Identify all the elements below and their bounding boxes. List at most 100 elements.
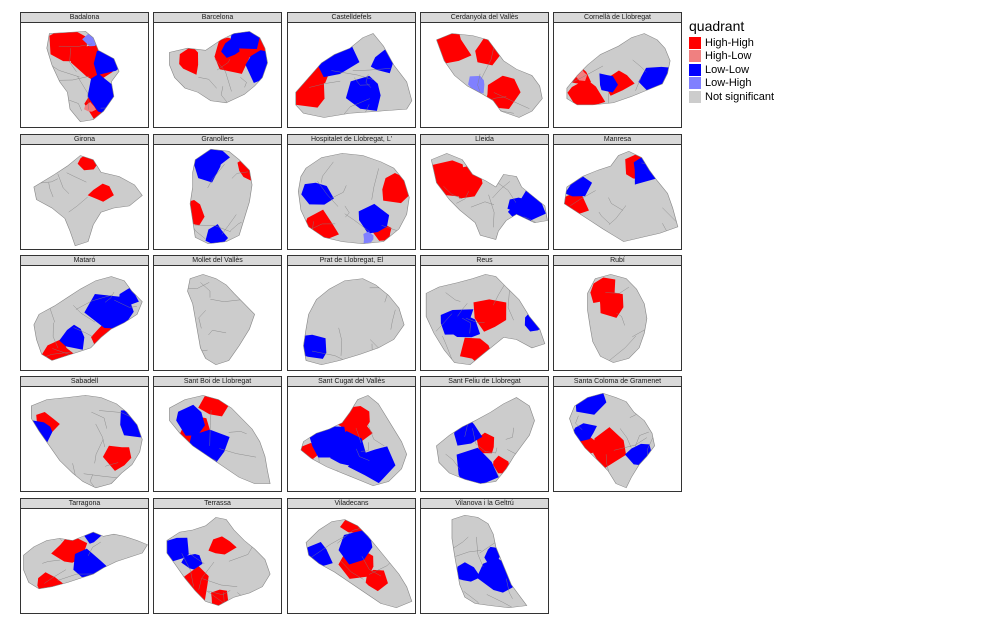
tract-boundary — [355, 427, 362, 443]
tract-boundary — [465, 318, 485, 323]
tract-boundary — [445, 292, 461, 302]
municipality-map — [30, 395, 143, 489]
legend: quadrant High-High High-Low Low-Low Low-… — [689, 18, 774, 104]
municipality-map — [295, 33, 413, 118]
municipality-map — [425, 274, 546, 365]
tract-boundary — [476, 536, 484, 568]
facet-panel-santa-coloma-de-gramenet: Santa Coloma de Gramenet — [553, 376, 682, 492]
tract-boundary — [89, 474, 98, 488]
quadrant-region-low-low — [230, 31, 263, 50]
tract-boundary — [66, 98, 82, 112]
tract-boundary — [340, 560, 364, 580]
legend-key-low-high — [689, 77, 701, 90]
tract-boundary — [68, 196, 88, 213]
tract-boundary — [234, 407, 253, 411]
tract-boundary — [55, 76, 90, 81]
municipality-outline — [23, 531, 148, 590]
facet-strip-label: Castelldefels — [287, 12, 416, 23]
tract-boundary — [608, 205, 627, 225]
quadrant-region-low-low — [205, 224, 229, 244]
map-plot-area — [153, 145, 282, 250]
municipality-outline — [436, 397, 535, 484]
map-plot-area — [20, 145, 149, 250]
facet-strip-label: Badalona — [20, 12, 149, 23]
municipality-map — [436, 33, 543, 118]
map-plot-area — [420, 266, 549, 371]
quadrant-region-low-low — [456, 447, 499, 484]
tract-boundary — [73, 305, 96, 323]
municipality-outline — [187, 274, 255, 365]
facet-strip-label: Lleida — [420, 134, 549, 145]
tract-boundary — [454, 105, 490, 118]
tract-boundary — [200, 282, 211, 298]
quadrant-region-high-high — [599, 292, 624, 318]
municipality-outline — [33, 155, 143, 247]
facet-strip-label: Granollers — [153, 134, 282, 145]
municipality-boundary — [303, 278, 405, 365]
tract-boundary — [75, 294, 113, 310]
tract-boundary — [488, 194, 495, 228]
quadrant-region-low-low — [599, 73, 618, 93]
quadrant-region-high-high — [211, 589, 229, 606]
quadrant-region-low-low — [358, 203, 390, 234]
facet-panel-viladecans: Viladecans — [287, 498, 416, 614]
tract-boundary — [493, 282, 506, 306]
tract-boundary — [216, 58, 231, 71]
tract-boundary — [126, 169, 129, 181]
municipality-outline — [33, 276, 143, 361]
quadrant-region-high-high — [179, 46, 199, 75]
tract-boundary — [462, 318, 471, 334]
tract-boundary — [256, 227, 266, 234]
map-plot-area — [287, 23, 416, 128]
facet-panel-barcelona: Barcelona — [153, 12, 282, 128]
quadrant-region-low-low — [338, 528, 373, 565]
tract-boundary — [598, 211, 611, 224]
tract-boundary — [208, 590, 231, 595]
legend-item-high-high: High-High — [689, 36, 774, 50]
tract-boundary — [613, 437, 648, 451]
quadrant-region-high-high — [431, 160, 465, 197]
municipality-map — [33, 276, 143, 361]
tract-boundary — [44, 569, 67, 584]
tract-boundary — [95, 423, 105, 448]
quadrant-region-low-low — [93, 50, 120, 76]
facet-strip-label: Cerdanyola del Vallès — [420, 12, 549, 23]
tract-boundary — [181, 553, 194, 587]
tract-boundary — [470, 201, 495, 208]
tract-boundary — [105, 462, 119, 467]
tract-boundary — [505, 427, 514, 440]
tract-boundary — [331, 70, 374, 80]
legend-label: High-High — [705, 36, 754, 49]
quadrant-region-low-low — [301, 182, 334, 205]
tract-boundary — [66, 172, 87, 183]
municipality-map — [46, 31, 120, 122]
map-plot-area — [153, 23, 282, 128]
facet-strip-label: Rubí — [553, 255, 682, 266]
map-plot-area — [153, 387, 282, 492]
facet-panel-sant-feliu-de-llobregat: Sant Feliu de Llobregat — [420, 376, 549, 492]
legend-item-low-low: Low-Low — [689, 63, 774, 77]
map-plot-area — [287, 145, 416, 250]
tract-boundary — [456, 191, 469, 204]
legend-label: Not significant — [705, 90, 775, 103]
facet-strip-label: Sant Cugat del Vallès — [287, 376, 416, 387]
tract-boundary — [295, 71, 308, 75]
facet-strip-label: Girona — [20, 134, 149, 145]
quadrant-region-low-low — [181, 553, 203, 570]
tract-boundary — [497, 182, 517, 203]
tract-boundary — [246, 337, 255, 344]
tract-boundary — [649, 90, 671, 98]
tract-boundary — [219, 448, 257, 458]
tract-boundary — [57, 173, 70, 194]
map-plot-area — [20, 266, 149, 371]
tract-boundary — [463, 591, 482, 608]
facet-strip-label: Viladecans — [287, 498, 416, 509]
tract-boundary — [180, 227, 189, 246]
legend-key-not-significant — [689, 90, 701, 103]
municipality-outline — [451, 515, 528, 608]
tract-boundary — [484, 447, 498, 454]
facet-panel-sant-cugat-del-valles: Sant Cugat del Vallès — [287, 376, 416, 492]
legend-item-not-significant: Not significant — [689, 90, 774, 104]
tract-boundary — [317, 181, 339, 207]
map-plot-area — [20, 509, 149, 614]
